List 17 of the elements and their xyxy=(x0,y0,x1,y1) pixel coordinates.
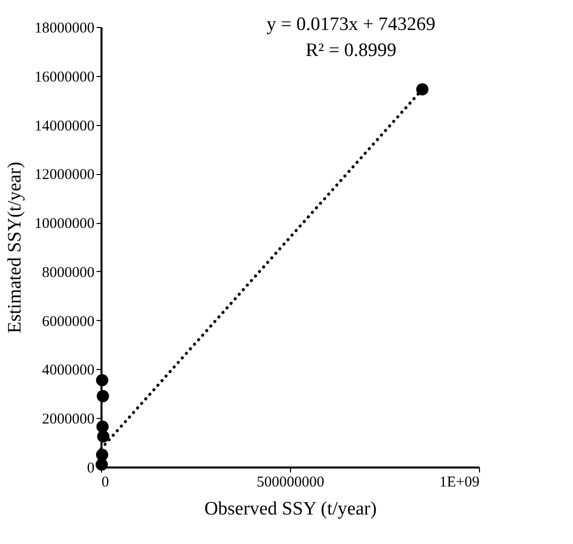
y-tick-label: 8000000 xyxy=(42,264,94,281)
y-tick-label: 4000000 xyxy=(42,362,94,379)
annotation: R² = 0.8999 xyxy=(306,40,396,61)
x-tick-label: 1E+09 xyxy=(439,474,480,490)
y-tick-label: 14000000 xyxy=(34,118,94,134)
x-axis-title: Observed SSY (t/year) xyxy=(204,498,377,520)
y-tick-label: 0 xyxy=(87,460,94,476)
annotation: y = 0.0173x + 743269 xyxy=(266,14,436,35)
y-tick-label: 12000000 xyxy=(34,167,94,184)
y-tick-label: 6000000 xyxy=(42,314,94,330)
y-axis-title: Estimated SSY(t/year) xyxy=(4,162,26,334)
y-tick-label: 10000000 xyxy=(34,216,94,232)
y-tick-label: 2000000 xyxy=(42,412,94,428)
x-tick-label: 500000000 xyxy=(256,474,324,490)
y-tick-label: 18000000 xyxy=(34,20,94,36)
y-tick-label: 16000000 xyxy=(34,69,94,86)
x-tick-label: 0 xyxy=(102,474,109,490)
